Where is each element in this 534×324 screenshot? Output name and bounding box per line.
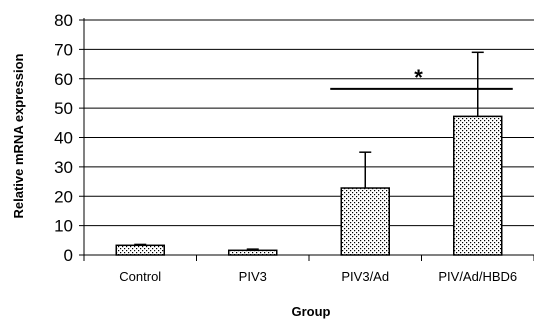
x-tick-label: Control [119, 269, 161, 284]
y-tick-label: 30 [54, 158, 73, 177]
y-tick-label: 40 [54, 129, 73, 148]
bar-Control [115, 244, 165, 256]
y-tick-label: 80 [54, 11, 73, 30]
y-tick-label: 10 [54, 217, 73, 236]
y-tick-labels: 0 10 20 30 40 50 60 70 80 [54, 11, 73, 265]
y-tick-label: 70 [54, 40, 73, 59]
y-tick-label: 60 [54, 70, 73, 89]
x-axis-title: Group [292, 304, 331, 319]
x-tick-label: PIV3 [239, 269, 267, 284]
bar-PIV3 [228, 249, 278, 256]
axes [79, 18, 534, 261]
y-tick-label: 20 [54, 187, 73, 206]
x-tick-label: PIV/Ad/HBD6 [438, 269, 517, 284]
y-axis-title: Relative mRNA expression [11, 53, 26, 218]
gridlines [84, 19, 534, 227]
x-tick-label: PIV3/Ad [341, 269, 389, 284]
significance-star: * [414, 65, 423, 90]
y-tick-label: 50 [54, 99, 73, 118]
x-tick-labels: Control PIV3 PIV3/Ad PIV/Ad/HBD6 [119, 269, 517, 284]
bar-PIV3/Ad [340, 187, 390, 256]
significance-annotation: * [330, 65, 513, 90]
y-tick-label: 0 [64, 246, 73, 265]
error-bars [134, 51, 484, 251]
bar-PIV/Ad/HBD6 [453, 115, 503, 256]
